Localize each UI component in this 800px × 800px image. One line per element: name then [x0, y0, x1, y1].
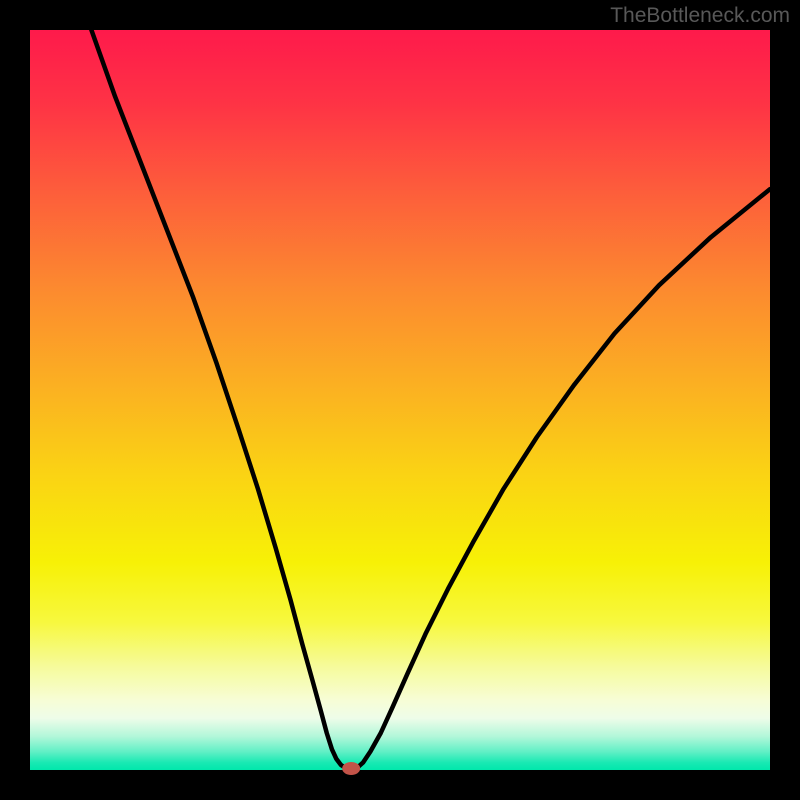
- chart-plot-bg: [30, 30, 770, 770]
- bottleneck-marker: [342, 762, 360, 775]
- watermark-text: TheBottleneck.com: [610, 4, 790, 28]
- bottleneck-chart: [0, 0, 800, 800]
